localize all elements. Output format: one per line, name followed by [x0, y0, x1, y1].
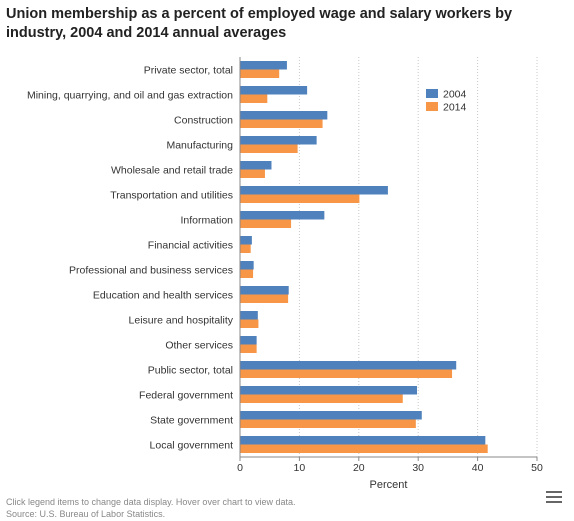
hamburger-menu-icon[interactable]: [546, 491, 562, 505]
bar-2004[interactable]: [240, 286, 289, 295]
x-tick-label: 20: [353, 462, 365, 474]
x-tick-label: 40: [472, 462, 484, 474]
bar-2014[interactable]: [240, 444, 488, 454]
bar-2014[interactable]: [240, 344, 257, 354]
chart-note: Click legend items to change data displa…: [6, 497, 296, 507]
bar-2004[interactable]: [240, 186, 388, 195]
x-axis-title: Percent: [370, 479, 408, 491]
category-label: Public sector, total: [148, 365, 233, 377]
bar-2014[interactable]: [240, 69, 280, 79]
category-label: Financial activities: [148, 240, 233, 252]
category-label: Information: [180, 215, 233, 227]
category-label: Wholesale and retail trade: [111, 165, 233, 177]
legend-swatch-2004[interactable]: [426, 89, 438, 98]
bar-2004[interactable]: [240, 86, 308, 95]
legend-swatch-2014[interactable]: [426, 102, 438, 111]
category-label: Manufacturing: [166, 140, 233, 152]
bar-2004[interactable]: [240, 361, 457, 370]
category-label: Private sector, total: [144, 65, 233, 77]
bar-2014[interactable]: [240, 119, 323, 129]
bar-2014[interactable]: [240, 319, 259, 329]
legend-label-2014[interactable]: 2014: [443, 102, 467, 114]
bar-2004[interactable]: [240, 136, 317, 145]
legend-label-2004[interactable]: 2004: [443, 89, 467, 101]
bar-2004[interactable]: [240, 311, 258, 320]
bar-2004[interactable]: [240, 236, 252, 245]
bar-2004[interactable]: [240, 411, 422, 420]
category-label: Leisure and hospitality: [129, 315, 234, 327]
bar-2014[interactable]: [240, 419, 416, 429]
bar-2004[interactable]: [240, 261, 254, 270]
category-label: Other services: [165, 340, 233, 352]
bar-2014[interactable]: [240, 269, 254, 279]
bar-2004[interactable]: [240, 61, 287, 70]
chart-title: Union membership as a percent of employe…: [6, 6, 513, 41]
x-tick-label: 30: [412, 462, 424, 474]
x-tick-label: 50: [531, 462, 543, 474]
bar-2014[interactable]: [240, 294, 289, 304]
bar-2014[interactable]: [240, 169, 265, 179]
category-label: Construction: [174, 115, 233, 127]
x-tick-label: 0: [237, 462, 243, 474]
bar-2004[interactable]: [240, 161, 272, 170]
bar-2014[interactable]: [240, 219, 292, 229]
bar-2004[interactable]: [240, 436, 486, 445]
bar-2004[interactable]: [240, 386, 418, 395]
bar-2014[interactable]: [240, 394, 403, 404]
category-label: Mining, quarrying, and oil and gas extra…: [27, 90, 233, 102]
bar-2004[interactable]: [240, 111, 328, 120]
category-label: Federal government: [139, 390, 233, 402]
category-label: Transportation and utilities: [110, 190, 233, 202]
bar-2014[interactable]: [240, 144, 298, 154]
category-label: Professional and business services: [69, 265, 233, 277]
chart-source: Source: U.S. Bureau of Labor Statistics.: [6, 509, 166, 519]
x-tick-label: 10: [294, 462, 306, 474]
bar-2014[interactable]: [240, 194, 360, 204]
bar-2004[interactable]: [240, 336, 257, 345]
bar-2014[interactable]: [240, 369, 453, 379]
bar-2014[interactable]: [240, 244, 251, 254]
category-label: State government: [150, 415, 233, 427]
category-label: Education and health services: [93, 290, 233, 302]
category-label: Local government: [150, 440, 234, 452]
bar-2004[interactable]: [240, 211, 325, 220]
bar-2014[interactable]: [240, 94, 268, 104]
